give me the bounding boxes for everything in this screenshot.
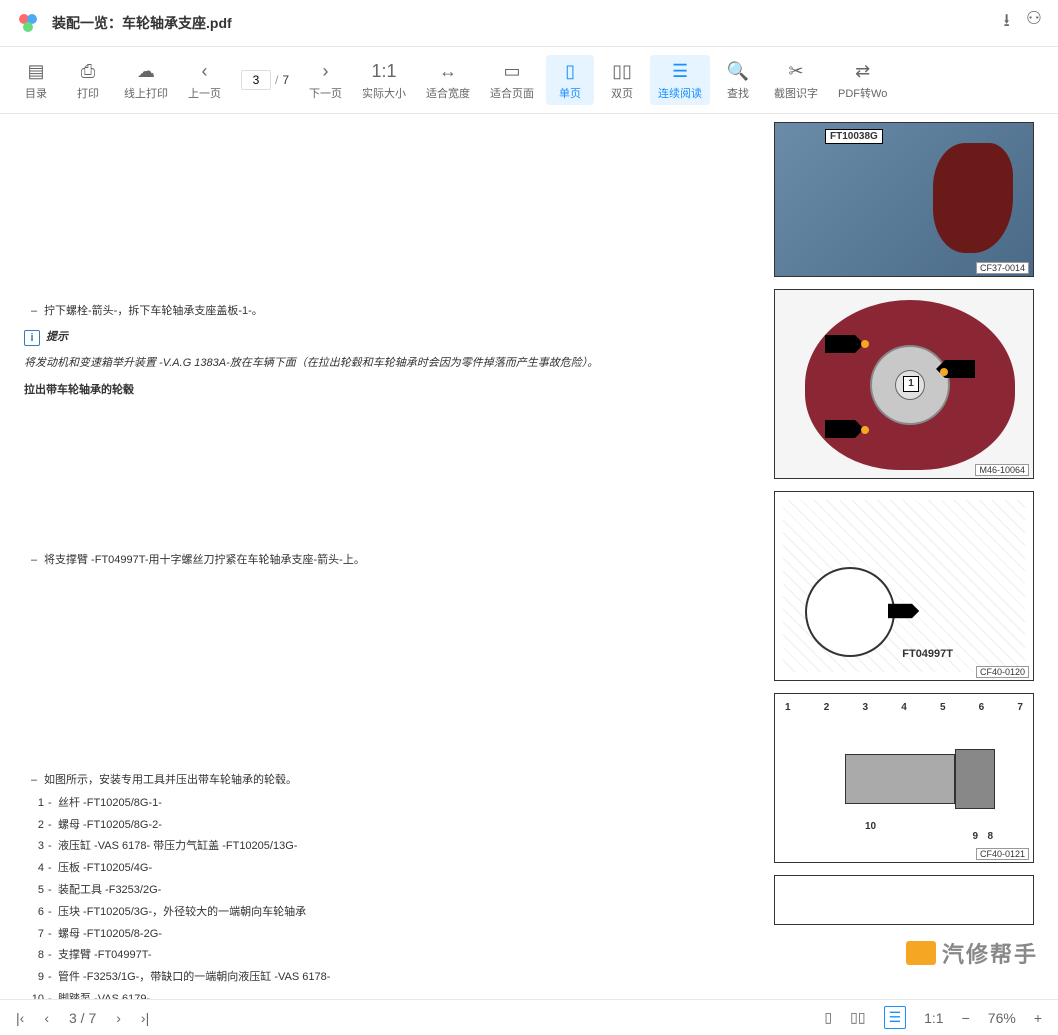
tool-item-row: 6-压块 -FT10205/3G-，外径较大的一端朝向车轮轴承	[24, 903, 754, 923]
figure-1-caption: CF37-0014	[976, 262, 1029, 274]
page-total: 7	[282, 73, 289, 87]
tool-item-row: 1-丝杆 -FT10205/8G-1-	[24, 794, 754, 814]
tool-single-page[interactable]: ▯单页	[546, 55, 594, 105]
view-single-icon[interactable]: ▯	[824, 1009, 832, 1026]
header-bar: 装配一览：车轮轴承支座.pdf ⭳ ⚇	[0, 0, 1058, 47]
watermark-logo	[906, 941, 936, 965]
figure-3: FT04997T CF40-0120	[774, 491, 1034, 681]
tool-online-print[interactable]: ☁线上打印	[116, 55, 176, 105]
convert-icon: ⇄	[855, 59, 870, 83]
figure-1: FT10038G CF37-0014	[774, 122, 1034, 277]
tool-pdf-convert[interactable]: ⇄PDF转Wo	[830, 55, 895, 105]
ocr-icon: ✂	[788, 59, 803, 83]
tool-item-row: 2-螺母 -FT10205/8G-2-	[24, 816, 754, 836]
tool-item-row: 8-支撑臂 -FT04997T-	[24, 946, 754, 966]
figure-5	[774, 875, 1034, 925]
step-text: 将支撑臂 -FT04997T-用十字螺丝刀拧紧在车轮轴承支座-箭头-上。	[44, 551, 365, 571]
tool-item-row: 7-螺母 -FT10205/8-2G-	[24, 925, 754, 945]
app-logo	[16, 11, 40, 35]
tool-item-row: 3-液压缸 -VAS 6178- 带压力气缸盖 -FT10205/13G-	[24, 837, 754, 857]
section-header: 拉出带车轮轴承的轮毂	[24, 381, 754, 401]
next-page-icon[interactable]: ›	[116, 1010, 121, 1026]
toc-icon: ▤	[27, 59, 44, 83]
document-title: 装配一览：车轮轴承支座.pdf	[52, 13, 1004, 33]
actual-size-icon: 1:1	[372, 59, 397, 83]
tool-list: 1-丝杆 -FT10205/8G-1-2-螺母 -FT10205/8G-2-3-…	[24, 794, 754, 999]
figure-4-caption: CF40-0121	[976, 848, 1029, 860]
step-text: 拧下螺栓-箭头-，拆下车轮轴承支座盖板-1-。	[44, 302, 263, 322]
tool-item-row: 4-压板 -FT10205/4G-	[24, 859, 754, 879]
text-column: –拧下螺栓-箭头-，拆下车轮轴承支座盖板-1-。 i 提示 将发动机和变速箱举升…	[24, 122, 754, 999]
toolbar: ▤目录 ⎙打印 ☁线上打印 ‹上一页 / 7 ›下一页 1:1实际大小 ↔适合宽…	[0, 47, 1058, 114]
tool-item-row: 5-装配工具 -F3253/2G-	[24, 881, 754, 901]
figure-2: 1 M46-10064	[774, 289, 1034, 479]
tool-print[interactable]: ⎙打印	[64, 55, 112, 105]
figure-column: FT10038G CF37-0014 1 M46-10064 FT04997T …	[774, 122, 1034, 999]
page-indicator: / 7	[241, 70, 289, 90]
tool-ocr[interactable]: ✂截图识字	[766, 55, 826, 105]
zoom-out-icon[interactable]: −	[962, 1010, 970, 1026]
first-page-icon[interactable]: |‹	[16, 1010, 24, 1026]
share-icon[interactable]: ⚇	[1026, 8, 1042, 38]
figure-1-label: FT10038G	[825, 129, 883, 144]
cloud-print-icon: ☁	[137, 59, 155, 83]
watermark: 汽修帮手	[906, 937, 1038, 969]
view-continuous-icon[interactable]: ☰	[884, 1006, 907, 1029]
tool-prev-page[interactable]: ‹上一页	[180, 55, 229, 105]
view-actual-icon[interactable]: 1:1	[924, 1010, 943, 1026]
footer-bar: |‹ ‹ 3 / 7 › ›| ▯ ▯▯ ☰ 1:1 − 76% +	[0, 999, 1058, 1035]
double-page-icon: ▯▯	[612, 59, 632, 83]
prev-page-icon[interactable]: ‹	[44, 1010, 49, 1026]
tool-fit-page[interactable]: ▭适合页面	[482, 55, 542, 105]
tool-next-page[interactable]: ›下一页	[301, 55, 350, 105]
figure-4: 1234567 10 9 8 CF40-0121	[774, 693, 1034, 863]
tool-double-page[interactable]: ▯▯双页	[598, 55, 646, 105]
tip-label: 提示	[46, 328, 68, 348]
tool-find[interactable]: 🔍查找	[714, 55, 762, 105]
search-icon: 🔍	[727, 59, 749, 83]
info-icon: i	[24, 330, 40, 346]
continuous-icon: ☰	[672, 59, 688, 83]
view-double-icon[interactable]: ▯▯	[850, 1009, 865, 1026]
page-input[interactable]	[241, 70, 271, 90]
figure-2-caption: M46-10064	[975, 464, 1029, 476]
figure-3-caption: CF40-0120	[976, 666, 1029, 678]
figure-3-label: FT04997T	[902, 648, 953, 660]
zoom-percentage: 76%	[988, 1010, 1016, 1026]
tip-text: 将发动机和变速箱举升装置 -V.A.G 1383A-放在车辆下面（在拉出轮毂和车…	[24, 354, 754, 374]
tool-toc[interactable]: ▤目录	[12, 55, 60, 105]
document-viewport[interactable]: –拧下螺栓-箭头-，拆下车轮轴承支座盖板-1-。 i 提示 将发动机和变速箱举升…	[0, 114, 1058, 999]
tool-item-row: 10-脚踏泵 -VAS 6179-	[24, 990, 754, 999]
next-icon: ›	[323, 59, 329, 83]
footer-page-indicator: 3 / 7	[69, 1010, 96, 1026]
fit-page-icon: ▭	[504, 59, 521, 83]
tool-continuous[interactable]: ☰连续阅读	[650, 55, 710, 105]
zoom-in-icon[interactable]: +	[1034, 1010, 1042, 1026]
callout-number: 1	[903, 376, 919, 392]
tool-item-row: 9-管件 -F3253/1G-，带缺口的一端朝向液压缸 -VAS 6178-	[24, 968, 754, 988]
download-icon[interactable]: ⭳	[1004, 8, 1010, 38]
tool-fit-width[interactable]: ↔适合宽度	[418, 55, 478, 105]
tip-row: i 提示	[24, 328, 754, 348]
print-icon: ⎙	[81, 59, 95, 83]
step-text: 如图所示，安装专用工具并压出带车轮轴承的轮毂。	[44, 771, 297, 791]
prev-icon: ‹	[202, 59, 208, 83]
single-page-icon: ▯	[565, 59, 575, 83]
last-page-icon[interactable]: ›|	[141, 1010, 149, 1026]
tool-actual-size[interactable]: 1:1实际大小	[354, 55, 414, 105]
fit-width-icon: ↔	[439, 59, 457, 83]
figure-4-numbers: 1234567	[785, 702, 1023, 713]
